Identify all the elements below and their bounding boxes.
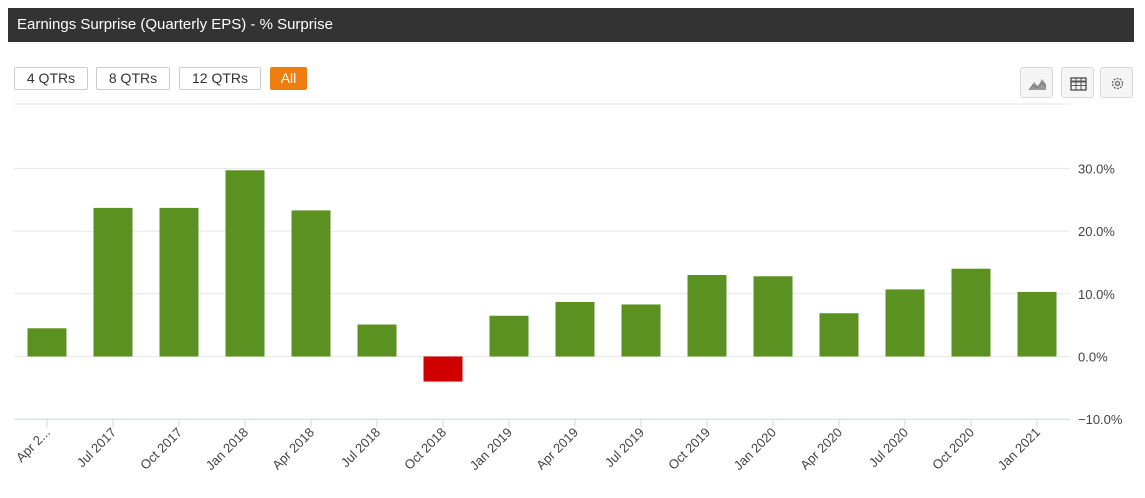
x-tick-label: Jul 2020 bbox=[866, 425, 911, 470]
x-tick-label: Jan 2021 bbox=[995, 425, 1043, 473]
x-tick-label: Apr 2019 bbox=[533, 425, 581, 473]
bar-oct-2020[interactable] bbox=[951, 268, 991, 357]
x-tick-label: Oct 2019 bbox=[665, 425, 713, 473]
bar-oct-2017[interactable] bbox=[159, 207, 199, 357]
bar-apr-2-[interactable] bbox=[27, 328, 67, 357]
x-tick-label: Jul 2018 bbox=[338, 425, 383, 470]
x-tick-label: Jan 2018 bbox=[203, 425, 251, 473]
chart-title: Earnings Surprise (Quarterly EPS) - % Su… bbox=[8, 8, 1134, 42]
table-icon bbox=[1070, 77, 1087, 91]
y-tick-label: 10.0% bbox=[1078, 287, 1115, 302]
bar-oct-2018[interactable] bbox=[423, 356, 463, 382]
range-button-4-qtrs[interactable]: 4 QTRs bbox=[14, 67, 88, 90]
x-axis bbox=[14, 418, 1070, 428]
x-tick-label: Oct 2020 bbox=[929, 425, 977, 473]
area-chart-icon bbox=[1028, 79, 1047, 91]
x-tick-label: Apr 2... bbox=[13, 425, 53, 465]
bar-jan-2021[interactable] bbox=[1017, 291, 1057, 357]
bar-apr-2019[interactable] bbox=[555, 301, 595, 357]
y-tick-label: 20.0% bbox=[1078, 224, 1115, 239]
x-axis-labels: Apr 2... Jul 2017 Oct 2017 Jan 2018 Apr 2018… bbox=[13, 425, 1043, 473]
bar-jan-2018[interactable] bbox=[225, 170, 265, 357]
range-button-all[interactable]: All bbox=[270, 67, 307, 90]
bar-jan-2020[interactable] bbox=[753, 276, 793, 357]
range-button-8-qtrs[interactable]: 8 QTRs bbox=[96, 67, 170, 90]
y-tick-label: 0.0% bbox=[1078, 350, 1108, 365]
y-tick-label: −10.0% bbox=[1078, 412, 1123, 427]
x-tick-label: Jan 2020 bbox=[731, 425, 779, 473]
range-button-12-qtrs[interactable]: 12 QTRs bbox=[179, 67, 261, 90]
bar-series bbox=[27, 170, 1057, 382]
area-chart-button[interactable] bbox=[1020, 67, 1053, 98]
x-tick-label: Jul 2019 bbox=[602, 425, 647, 470]
bar-apr-2018[interactable] bbox=[291, 210, 331, 357]
bar-jul-2020[interactable] bbox=[885, 289, 925, 357]
x-tick-label: Apr 2020 bbox=[797, 425, 845, 473]
x-tick-label: Apr 2018 bbox=[269, 425, 317, 473]
x-tick-label: Oct 2017 bbox=[137, 425, 185, 473]
gear-icon bbox=[1111, 77, 1124, 90]
bar-jan-2019[interactable] bbox=[489, 315, 529, 357]
bar-jul-2017[interactable] bbox=[93, 207, 133, 357]
settings-button[interactable] bbox=[1100, 67, 1133, 98]
x-tick-label: Jan 2019 bbox=[467, 425, 515, 473]
bar-oct-2019[interactable] bbox=[687, 274, 727, 357]
bar-jul-2018[interactable] bbox=[357, 324, 397, 357]
table-view-button[interactable] bbox=[1061, 67, 1094, 98]
bar-jul-2019[interactable] bbox=[621, 304, 661, 357]
y-axis-labels: −10.0% 0.0% 10.0% 20.0% 30.0% bbox=[1078, 161, 1123, 427]
bar-apr-2020[interactable] bbox=[819, 313, 859, 357]
x-tick-label: Jul 2017 bbox=[74, 425, 119, 470]
y-tick-label: 30.0% bbox=[1078, 161, 1115, 176]
x-tick-label: Oct 2018 bbox=[401, 425, 449, 473]
